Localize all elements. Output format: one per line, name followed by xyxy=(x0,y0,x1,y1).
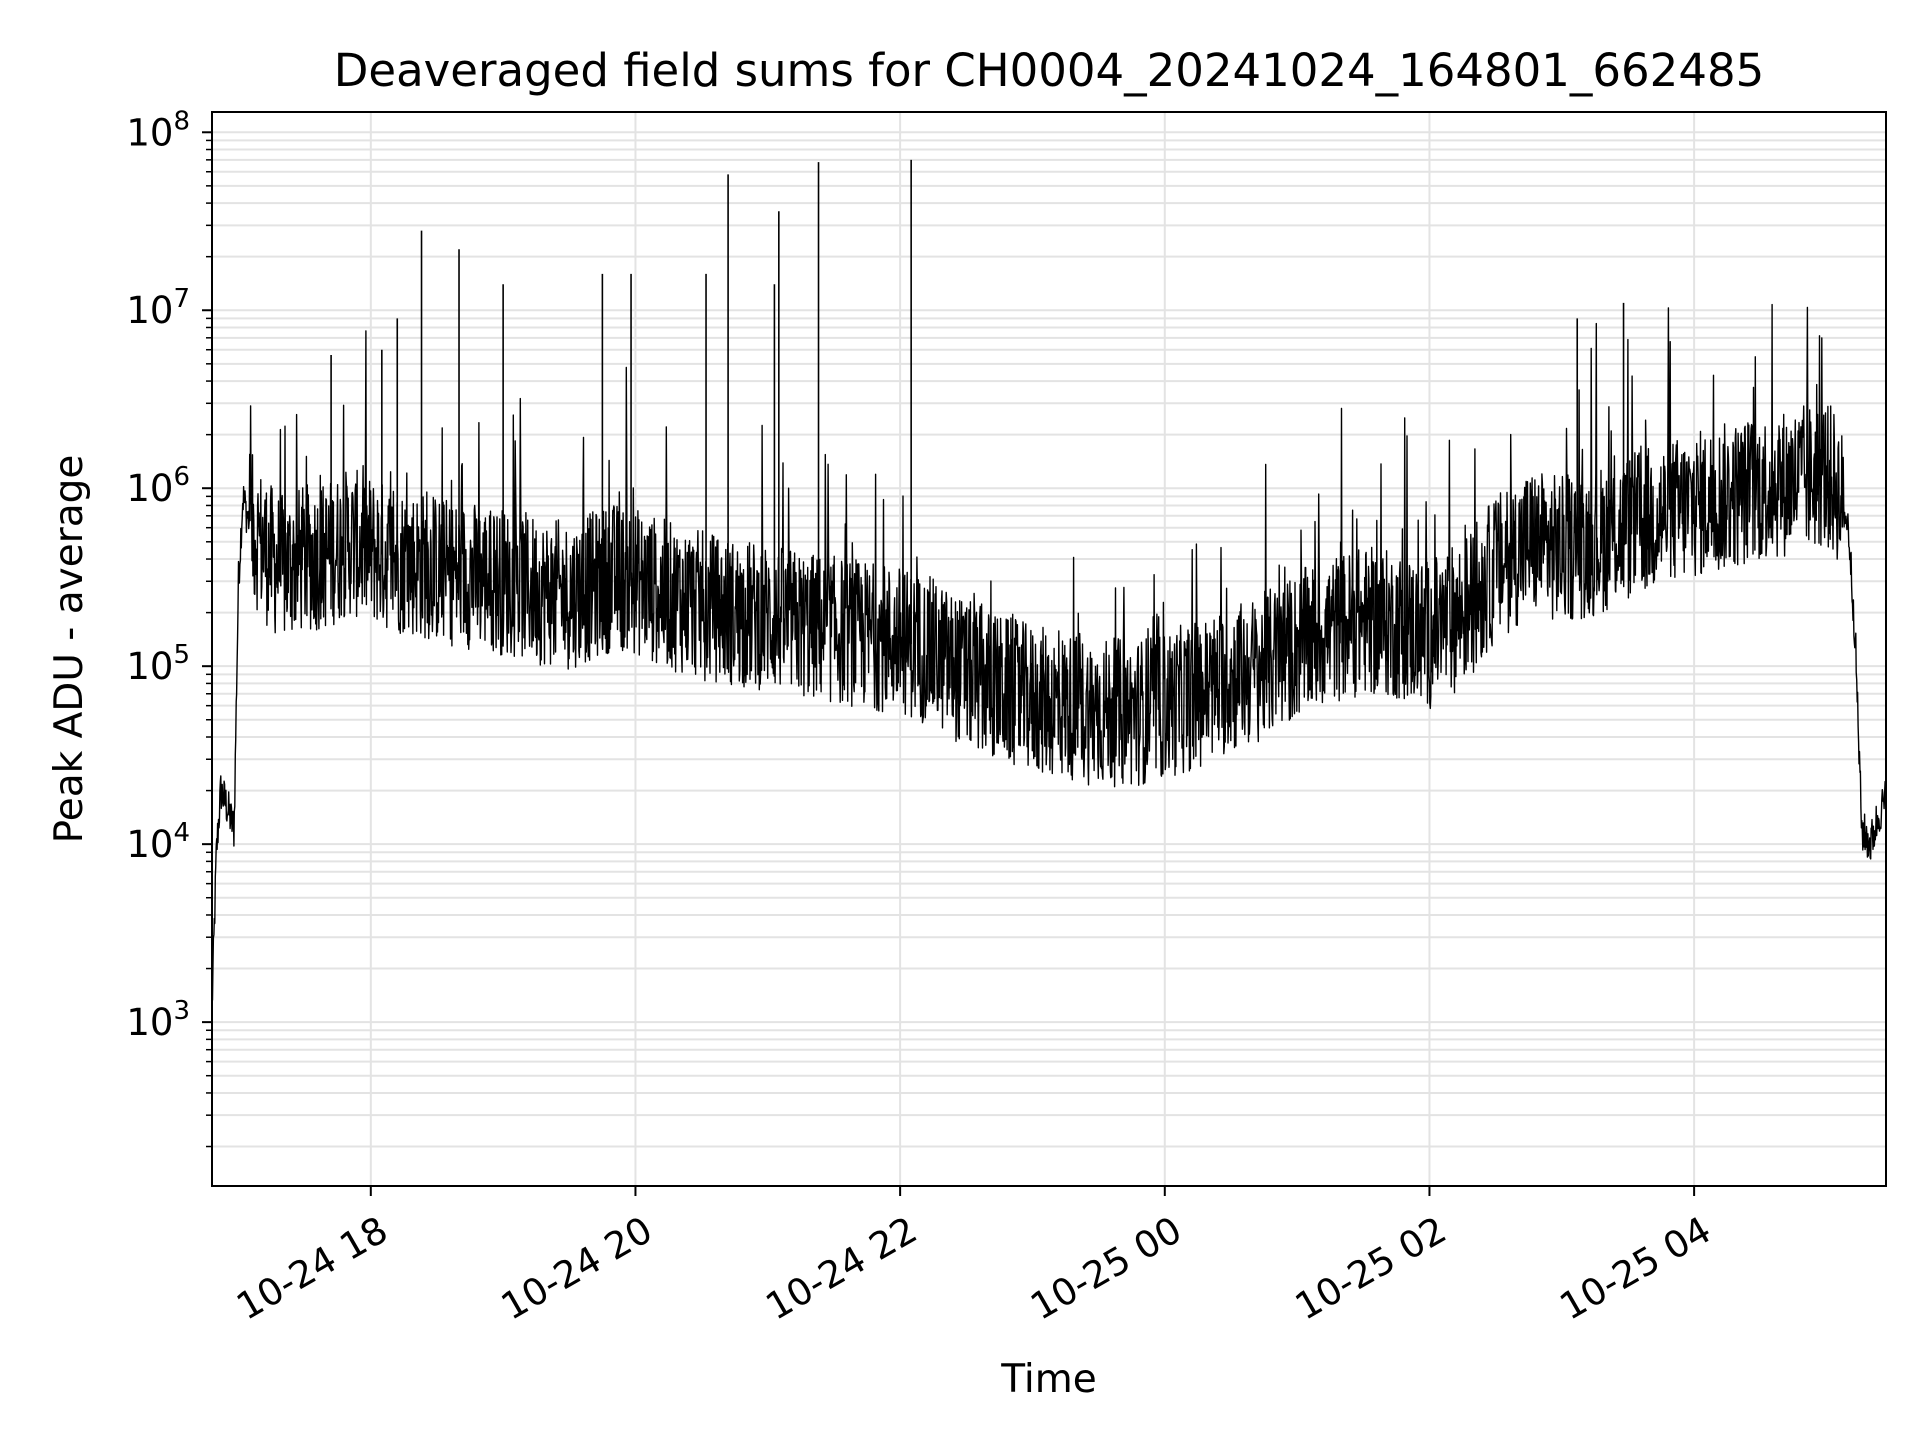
y-tick-label: 107 xyxy=(126,284,190,332)
y-tick-label: 104 xyxy=(126,818,190,866)
x-axis-label: Time xyxy=(1000,1357,1096,1402)
series-line xyxy=(211,303,1887,1002)
data-series xyxy=(211,159,1887,1002)
y-tick-label: 103 xyxy=(126,996,190,1044)
y-axis-label: Peak ADU - average xyxy=(47,455,92,844)
plot-frame xyxy=(211,111,1887,1187)
y-axis-ticks: 103 104 105 106 107 108 xyxy=(126,106,212,1148)
y-tick-label: 108 xyxy=(126,106,190,154)
y-tick-label: 106 xyxy=(126,462,190,510)
chart-title: Deaveraged field sums for CH0004_2024102… xyxy=(334,44,1764,97)
y-tick-label: 105 xyxy=(126,640,190,688)
